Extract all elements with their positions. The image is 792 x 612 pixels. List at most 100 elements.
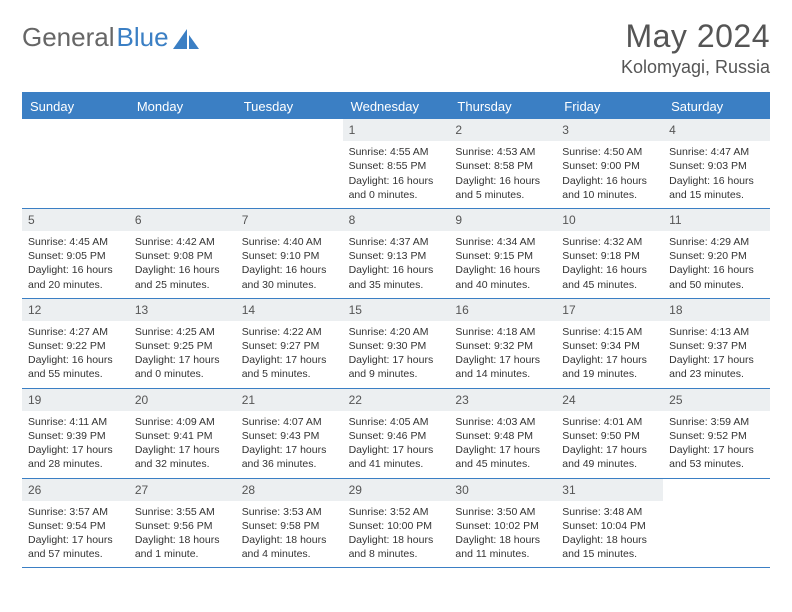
calendar: SundayMondayTuesdayWednesdayThursdayFrid… — [22, 92, 770, 568]
day-daylight2: and 40 minutes. — [455, 278, 550, 292]
day-number: 13 — [129, 299, 236, 321]
day-sunrise: Sunrise: 4:42 AM — [135, 235, 230, 249]
day-number: 30 — [449, 479, 556, 501]
week-row: 5Sunrise: 4:45 AMSunset: 9:05 PMDaylight… — [22, 209, 770, 299]
day-daylight1: Daylight: 16 hours — [349, 174, 444, 188]
day-cell: 2Sunrise: 4:53 AMSunset: 8:58 PMDaylight… — [449, 119, 556, 208]
day-number: 6 — [129, 209, 236, 231]
day-number: 5 — [22, 209, 129, 231]
day-daylight1: Daylight: 16 hours — [669, 174, 764, 188]
day-daylight2: and 30 minutes. — [242, 278, 337, 292]
day-number: 14 — [236, 299, 343, 321]
day-daylight1: Daylight: 16 hours — [562, 263, 657, 277]
day-cell: 30Sunrise: 3:50 AMSunset: 10:02 PMDaylig… — [449, 479, 556, 568]
day-sunset: Sunset: 9:10 PM — [242, 249, 337, 263]
day-cell: 11Sunrise: 4:29 AMSunset: 9:20 PMDayligh… — [663, 209, 770, 298]
day-number: 15 — [343, 299, 450, 321]
day-header-cell: Sunday — [22, 94, 129, 119]
day-daylight1: Daylight: 16 hours — [135, 263, 230, 277]
day-cell: 3Sunrise: 4:50 AMSunset: 9:00 PMDaylight… — [556, 119, 663, 208]
day-daylight1: Daylight: 17 hours — [242, 353, 337, 367]
day-number: 9 — [449, 209, 556, 231]
day-daylight2: and 45 minutes. — [455, 457, 550, 471]
day-daylight2: and 28 minutes. — [28, 457, 123, 471]
day-sunrise: Sunrise: 4:53 AM — [455, 145, 550, 159]
day-daylight2: and 36 minutes. — [242, 457, 337, 471]
day-number: 7 — [236, 209, 343, 231]
day-sunrise: Sunrise: 3:55 AM — [135, 505, 230, 519]
day-cell: 31Sunrise: 3:48 AMSunset: 10:04 PMDaylig… — [556, 479, 663, 568]
day-cell: 27Sunrise: 3:55 AMSunset: 9:56 PMDayligh… — [129, 479, 236, 568]
day-number: 22 — [343, 389, 450, 411]
day-sunrise: Sunrise: 4:11 AM — [28, 415, 123, 429]
day-daylight2: and 14 minutes. — [455, 367, 550, 381]
day-daylight1: Daylight: 16 hours — [455, 263, 550, 277]
day-sunrise: Sunrise: 4:27 AM — [28, 325, 123, 339]
day-number: 18 — [663, 299, 770, 321]
day-daylight2: and 15 minutes. — [562, 547, 657, 561]
day-daylight2: and 45 minutes. — [562, 278, 657, 292]
day-cell — [236, 119, 343, 208]
header: GeneralBlue May 2024 Kolomyagi, Russia — [22, 18, 770, 78]
day-daylight1: Daylight: 17 hours — [455, 443, 550, 457]
day-sunrise: Sunrise: 4:29 AM — [669, 235, 764, 249]
day-number: 20 — [129, 389, 236, 411]
day-daylight2: and 25 minutes. — [135, 278, 230, 292]
day-daylight1: Daylight: 18 hours — [135, 533, 230, 547]
day-number: 25 — [663, 389, 770, 411]
day-daylight1: Daylight: 18 hours — [349, 533, 444, 547]
day-number: 8 — [343, 209, 450, 231]
day-daylight1: Daylight: 17 hours — [28, 443, 123, 457]
day-header-cell: Thursday — [449, 94, 556, 119]
day-sunset: Sunset: 9:34 PM — [562, 339, 657, 353]
day-cell: 19 Sunrise: 4:11 AMSunset: 9:39 PMDayligh… — [22, 389, 129, 478]
day-number: 19 — [22, 389, 129, 411]
day-sunset: Sunset: 8:55 PM — [349, 159, 444, 173]
week-row: 19Sunrise: 4:11 AMSunset: 9:39 PMDayligh… — [22, 389, 770, 479]
day-cell: 6Sunrise: 4:42 AMSunset: 9:08 PMDaylight… — [129, 209, 236, 298]
day-sunset: Sunset: 9:03 PM — [669, 159, 764, 173]
day-sunrise: Sunrise: 3:48 AM — [562, 505, 657, 519]
day-daylight2: and 8 minutes. — [349, 547, 444, 561]
day-header-row: SundayMondayTuesdayWednesdayThursdayFrid… — [22, 94, 770, 119]
day-sunrise: Sunrise: 4:37 AM — [349, 235, 444, 249]
day-sunrise: Sunrise: 4:45 AM — [28, 235, 123, 249]
day-cell: 29Sunrise: 3:52 AMSunset: 10:00 PMDaylig… — [343, 479, 450, 568]
day-number: 4 — [663, 119, 770, 141]
day-cell: 23Sunrise: 4:03 AMSunset: 9:48 PMDayligh… — [449, 389, 556, 478]
day-daylight2: and 0 minutes. — [135, 367, 230, 381]
logo-text-general: General — [22, 22, 115, 53]
day-daylight1: Daylight: 17 hours — [669, 353, 764, 367]
day-number: 10 — [556, 209, 663, 231]
day-number: 16 — [449, 299, 556, 321]
day-header-cell: Monday — [129, 94, 236, 119]
day-daylight1: Daylight: 16 hours — [455, 174, 550, 188]
day-header-cell: Saturday — [663, 94, 770, 119]
day-daylight2: and 5 minutes. — [242, 367, 337, 381]
day-sunset: Sunset: 9:37 PM — [669, 339, 764, 353]
day-daylight1: Daylight: 16 hours — [669, 263, 764, 277]
day-daylight2: and 20 minutes. — [28, 278, 123, 292]
day-sunset: Sunset: 9:22 PM — [28, 339, 123, 353]
logo: GeneralBlue — [22, 22, 199, 53]
day-daylight2: and 0 minutes. — [349, 188, 444, 202]
day-sunset: Sunset: 9:39 PM — [28, 429, 123, 443]
day-number: 12 — [22, 299, 129, 321]
day-daylight2: and 4 minutes. — [242, 547, 337, 561]
day-number: 23 — [449, 389, 556, 411]
day-sunrise: Sunrise: 4:13 AM — [669, 325, 764, 339]
day-header-cell: Wednesday — [343, 94, 450, 119]
day-cell: 13Sunrise: 4:25 AMSunset: 9:25 PMDayligh… — [129, 299, 236, 388]
day-sunset: Sunset: 8:58 PM — [455, 159, 550, 173]
day-daylight2: and 19 minutes. — [562, 367, 657, 381]
day-sunrise: Sunrise: 4:34 AM — [455, 235, 550, 249]
day-sunrise: Sunrise: 3:52 AM — [349, 505, 444, 519]
day-sunrise: Sunrise: 4:22 AM — [242, 325, 337, 339]
day-daylight1: Daylight: 17 hours — [349, 353, 444, 367]
week-row: 1Sunrise: 4:55 AMSunset: 8:55 PMDaylight… — [22, 119, 770, 209]
day-daylight1: Daylight: 17 hours — [669, 443, 764, 457]
day-sunset: Sunset: 9:27 PM — [242, 339, 337, 353]
day-daylight1: Daylight: 17 hours — [455, 353, 550, 367]
day-daylight1: Daylight: 17 hours — [242, 443, 337, 457]
day-cell: 20Sunrise: 4:09 AMSunset: 9:41 PMDayligh… — [129, 389, 236, 478]
